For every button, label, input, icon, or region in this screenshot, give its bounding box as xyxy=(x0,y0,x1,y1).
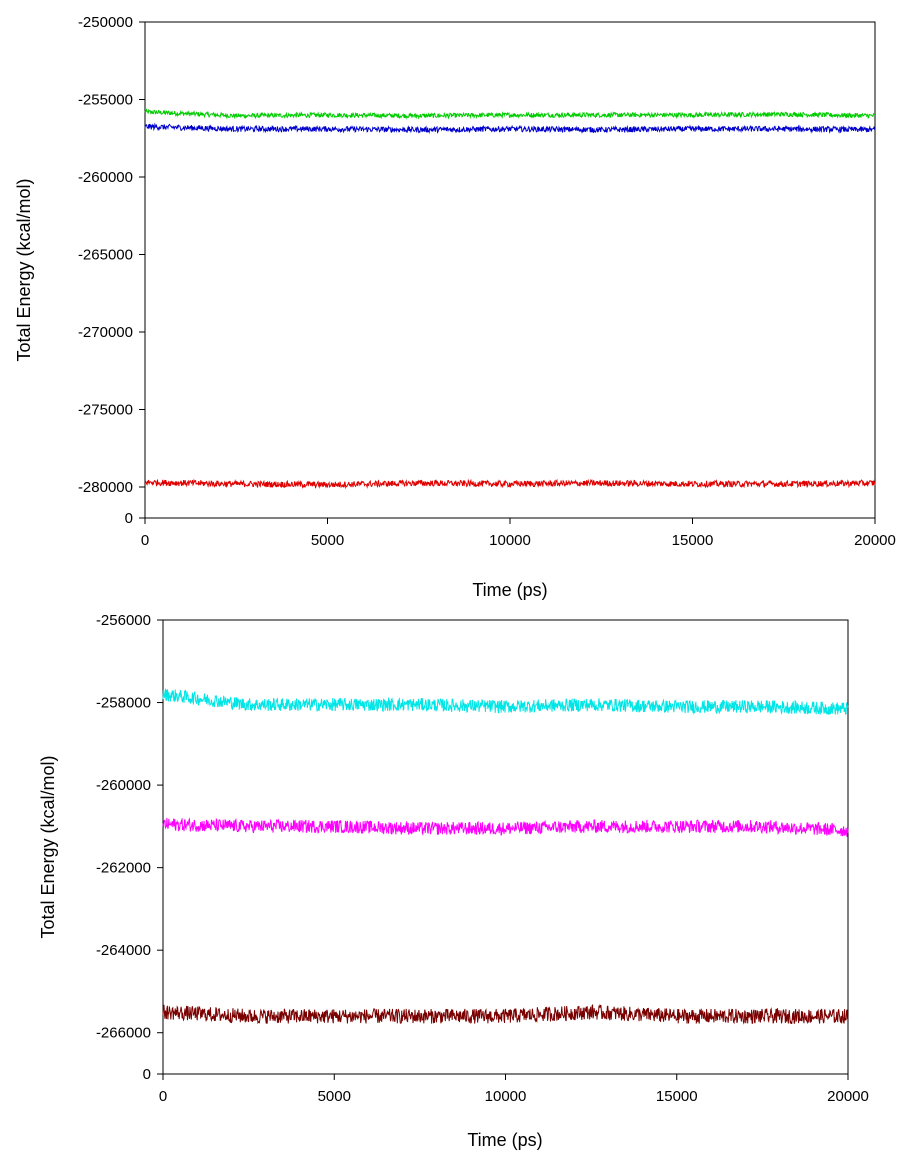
y-tick-label-bottom: 0 xyxy=(143,1066,151,1083)
y-tick-label-top: -260000 xyxy=(78,169,133,186)
x-tick-label-top: 10000 xyxy=(489,532,531,549)
series-line-bottom-2 xyxy=(162,817,849,837)
y-tick-label-top: -255000 xyxy=(78,92,133,109)
x-tick-label-top: 0 xyxy=(141,532,149,549)
y-tick-label-bottom: -266000 xyxy=(96,1025,151,1042)
x-tick-label-bottom: 5000 xyxy=(318,1088,351,1105)
plot-frame-bottom xyxy=(162,619,849,1075)
y-tick-label-top: -275000 xyxy=(78,402,133,419)
y-axis-label-bottom: Total Energy (kcal/mol) xyxy=(38,755,58,938)
x-axis-label-top: Time (ps) xyxy=(472,580,547,600)
x-tick-label-bottom: 10000 xyxy=(485,1088,527,1105)
x-tick-label-top: 20000 xyxy=(854,532,896,549)
y-tick-label-top: -270000 xyxy=(78,324,133,341)
y-tick-label-top: -265000 xyxy=(78,247,133,264)
series-line-top-3 xyxy=(144,478,876,490)
y-tick-label-bottom: -260000 xyxy=(96,777,151,794)
series-line-top-1 xyxy=(144,108,876,120)
series-line-top-2 xyxy=(144,122,876,135)
plot-frame-top xyxy=(144,21,876,519)
x-tick-label-bottom: 15000 xyxy=(656,1088,698,1105)
y-tick-label-top: 0 xyxy=(125,510,133,527)
y-tick-label-top: -250000 xyxy=(78,14,133,31)
x-tick-label-bottom: 0 xyxy=(159,1088,167,1105)
chart-bottom: -256000 -258000 -260000 -262000 -264000 -2660… xyxy=(38,612,869,1150)
x-tick-label-top: 15000 xyxy=(672,532,714,549)
x-axis-label-bottom: Time (ps) xyxy=(467,1130,542,1150)
x-tick-label-bottom: 20000 xyxy=(827,1088,869,1105)
series-line-bottom-1 xyxy=(162,688,849,716)
y-tick-label-bottom: -264000 xyxy=(96,942,151,959)
y-tick-label-bottom: -258000 xyxy=(96,695,151,712)
x-tick-label-top: 5000 xyxy=(311,532,344,549)
chart-top: -250000 -255000 -260000 -265000 -270000 -2750… xyxy=(14,14,896,600)
y-axis-label-top: Total Energy (kcal/mol) xyxy=(14,178,34,361)
y-tick-label-bottom: -256000 xyxy=(96,612,151,629)
y-tick-label-top: -280000 xyxy=(78,479,133,496)
y-tick-label-bottom: -262000 xyxy=(96,860,151,877)
series-line-bottom-3 xyxy=(162,1003,849,1025)
